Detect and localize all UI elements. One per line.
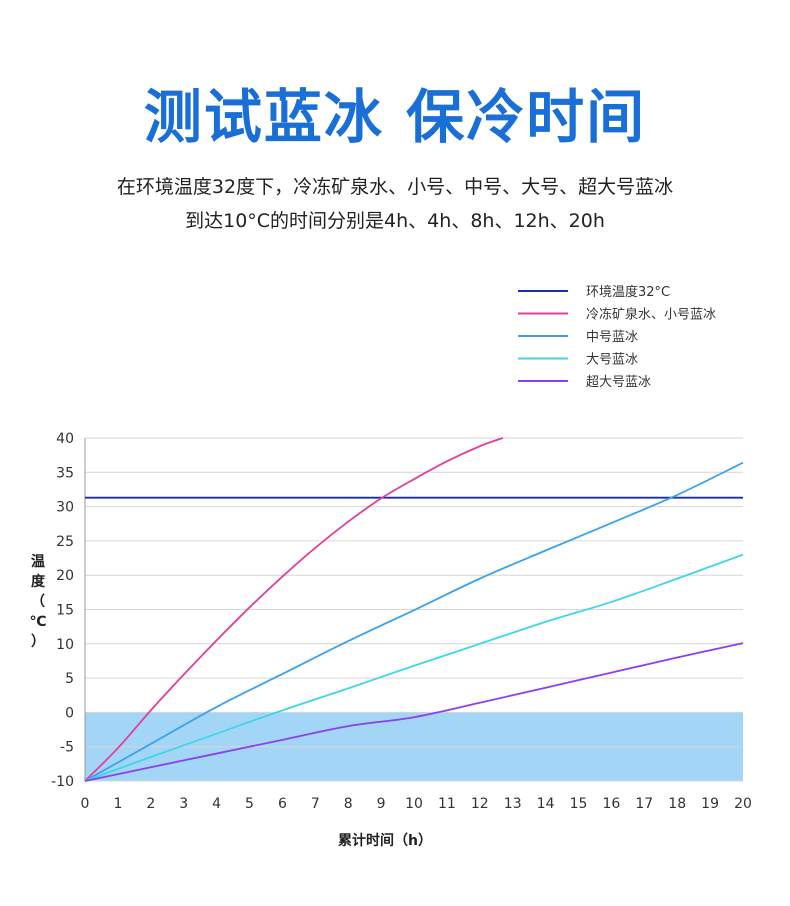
x-tick-label: 8: [344, 796, 353, 812]
x-tick-label: 6: [278, 796, 287, 812]
y-tick-label: 25: [56, 534, 74, 550]
legend-label-0: 环境温度32°C: [586, 284, 670, 300]
x-tick-label: 19: [701, 796, 719, 812]
subtitle-line-2: 到达10°C的时间分别是4h、4h、8h、12h、20h: [185, 210, 605, 232]
series-line-3: [84, 553, 744, 782]
y-axis-label-char: 度: [31, 573, 46, 590]
y-tick-label: 30: [56, 500, 74, 516]
legend-label-1: 冷冻矿泉水、小号蓝冰: [586, 307, 716, 323]
subtitle-line-1: 在环境温度32度下，冷冻矿泉水、小号、中号、大号、超大号蓝冰: [116, 176, 674, 198]
y-tick-label: 5: [65, 671, 74, 687]
x-tick-label: 9: [377, 796, 386, 812]
x-tick-label: 2: [146, 796, 155, 812]
y-axis-label-char: 温: [31, 554, 45, 570]
x-tick-label: 16: [602, 796, 620, 812]
y-tick-label: 20: [56, 568, 74, 584]
y-tick-label: 10: [56, 637, 74, 653]
x-tick-label: 1: [113, 796, 122, 812]
y-tick-label: -5: [60, 740, 74, 756]
series-line-2: [84, 461, 744, 782]
x-tick-label: 15: [570, 796, 588, 812]
x-tick-label: 17: [635, 796, 653, 812]
y-tick-label: 15: [56, 603, 74, 619]
legend-label-4: 超大号蓝冰: [586, 375, 651, 390]
y-tick-label: -10: [51, 774, 74, 790]
y-tick-label: 35: [56, 465, 74, 481]
x-tick-label: 10: [405, 796, 423, 812]
series-line-1: [84, 437, 504, 782]
y-axis-label-char: ）: [31, 634, 45, 650]
y-tick-label: 40: [56, 431, 74, 447]
x-tick-label: 5: [245, 796, 254, 812]
x-tick-label: 12: [471, 796, 489, 812]
x-tick-label: 4: [212, 796, 221, 812]
y-axis-label-char: （: [31, 594, 45, 610]
x-tick-label: 3: [179, 796, 188, 812]
x-axis-label: 累计时间（h）: [338, 832, 432, 849]
x-tick-label: 13: [504, 796, 522, 812]
series-line-4: [84, 642, 744, 782]
y-axis-label-char: ℃: [30, 614, 47, 630]
x-tick-label: 7: [311, 796, 320, 812]
x-tick-label: 0: [81, 796, 90, 812]
x-tick-label: 14: [537, 796, 555, 812]
page-title: 测试蓝冰 保冷时间: [143, 83, 647, 151]
x-tick-label: 18: [668, 796, 686, 812]
legend-label-2: 中号蓝冰: [586, 330, 638, 345]
legend-label-3: 大号蓝冰: [586, 353, 638, 368]
x-tick-label: 20: [734, 796, 752, 812]
x-tick-label: 11: [438, 796, 456, 812]
y-tick-label: 0: [65, 705, 74, 721]
